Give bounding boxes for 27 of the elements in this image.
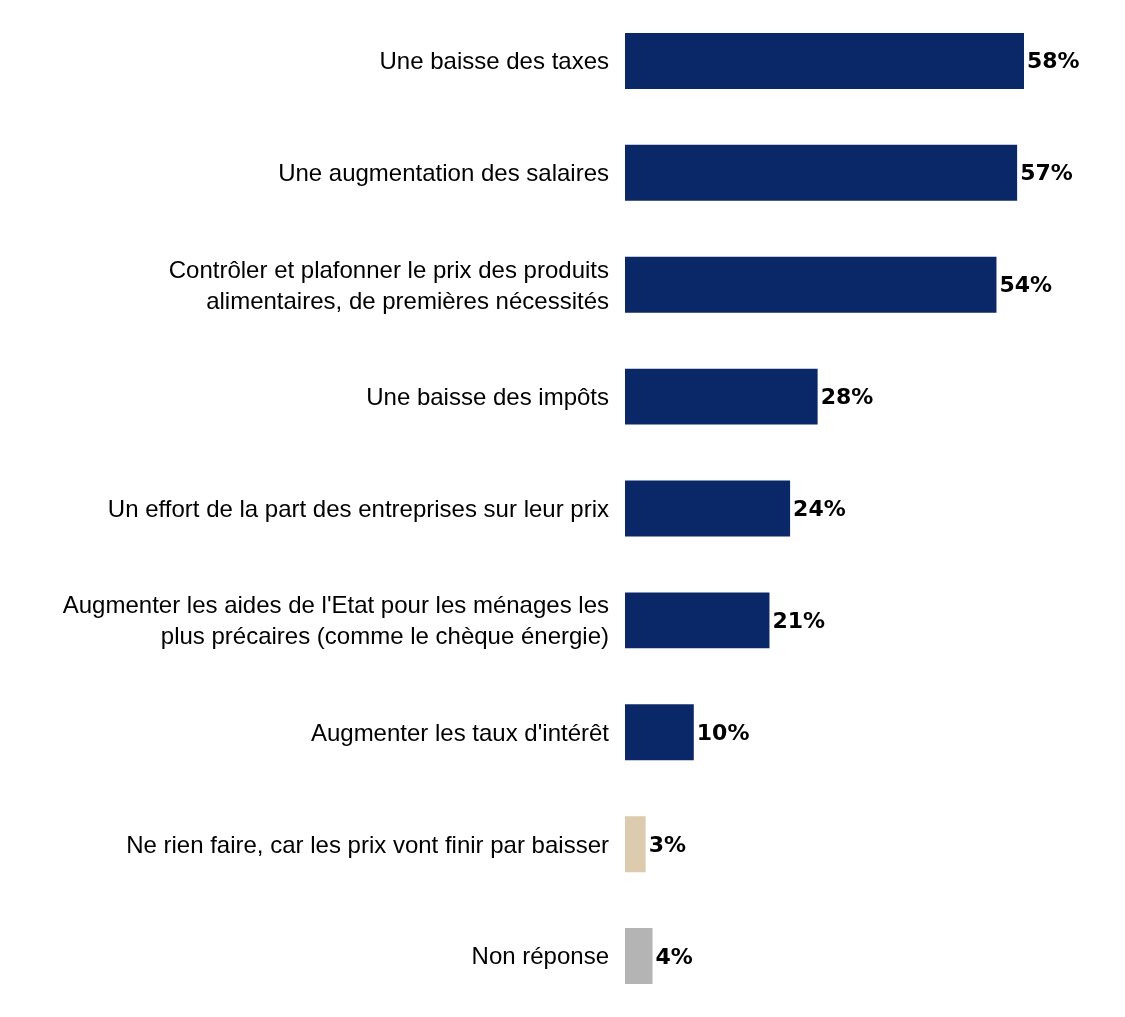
bar <box>625 592 770 649</box>
y-tick-label: Un effort de la part des entreprises sur leur prix <box>107 494 609 522</box>
y-tick-label: Non réponse <box>471 942 609 970</box>
y-tick-label: Ne rien faire, car les prix vont finir par baisser <box>126 830 609 858</box>
y-tick-label: Une baisse des taxes <box>379 47 609 75</box>
data-label: 58% <box>1027 48 1080 74</box>
data-label: 54% <box>999 272 1053 298</box>
data-label: 21% <box>772 607 826 633</box>
data-label: 4% <box>655 943 693 969</box>
bar <box>625 928 653 985</box>
bar <box>625 368 818 425</box>
data-label: 10% <box>696 719 750 745</box>
bar <box>625 480 791 537</box>
y-tick-label: Une augmentation des salaires <box>278 159 609 187</box>
bar <box>625 32 1024 89</box>
data-label: 24% <box>793 496 846 521</box>
y-tick-label: Augmenter les aides de l'Etat pour les ménages les plus précaires (comme le chèque énergie) <box>62 591 609 650</box>
bar <box>625 256 997 313</box>
y-tick-label: Contrôler et plafonner le prix des produits alimentaires, de premières nécessités <box>168 255 609 314</box>
bar <box>625 704 694 761</box>
data-label: 3% <box>648 831 686 857</box>
data-label: 28% <box>820 384 874 410</box>
bar <box>625 816 646 873</box>
y-tick-label: Une baisse des impôts <box>366 383 609 411</box>
y-tick-label: Augmenter les taux d'intérêt <box>310 718 610 746</box>
bar <box>625 144 1018 201</box>
data-label: 57% <box>1020 160 1073 186</box>
